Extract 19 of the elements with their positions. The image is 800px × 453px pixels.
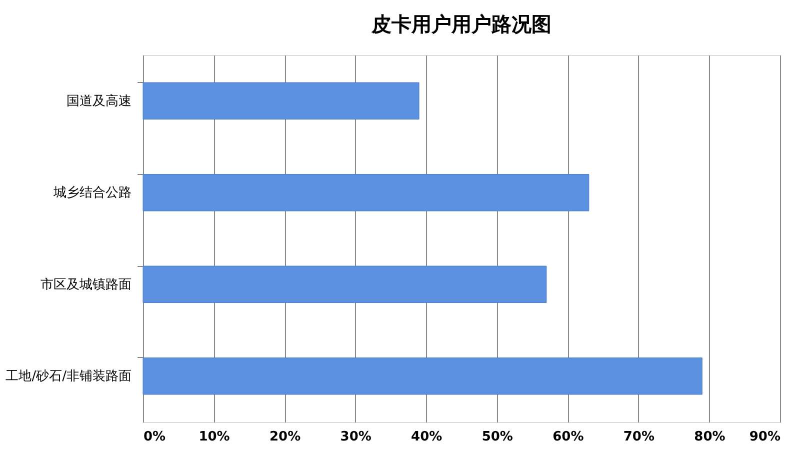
bar: [142, 358, 702, 395]
x-tick-label: 0%: [144, 430, 166, 444]
x-tick-label: 70%: [623, 430, 655, 444]
bar: [142, 266, 547, 303]
chart-title: 皮卡用户用户路况图: [370, 12, 552, 36]
x-tick-label: 10%: [198, 430, 230, 444]
bar: [142, 174, 590, 212]
y-tick-label: 国道及高速: [66, 92, 132, 109]
x-tick-label: 80%: [694, 430, 726, 444]
x-tick-label: 30%: [340, 430, 372, 444]
x-tick-label: 60%: [552, 430, 584, 444]
x-tick-label: 50%: [482, 430, 513, 444]
x-tick-label: 90%: [749, 430, 780, 444]
x-tick-label: 20%: [269, 430, 301, 444]
y-tick-label: 城乡结合公路: [52, 186, 132, 201]
bar: [142, 82, 420, 120]
x-tick-label: 40%: [411, 430, 442, 444]
y-tick-label: 市区及城镇路面: [40, 277, 132, 292]
y-tick-label: 工地/砂石/非铺装路面: [6, 369, 132, 384]
